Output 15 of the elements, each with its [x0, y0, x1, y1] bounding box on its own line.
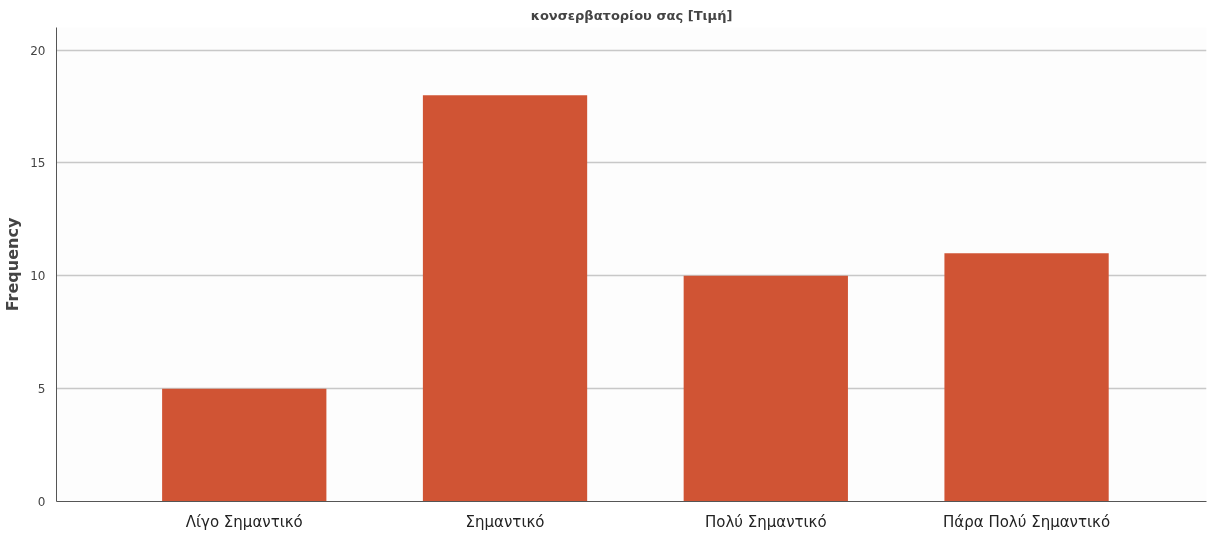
y-tick-label: 5 [37, 382, 46, 397]
y-tick-label: 10 [30, 269, 46, 284]
x-tick-label: Σημαντικό [465, 512, 545, 531]
x-tick-label: Πολύ Σημαντικό [704, 512, 827, 531]
x-tick-label: Πάρα Πολύ Σημαντικό [943, 512, 1111, 531]
bar [162, 388, 327, 502]
chart-title: κονσερβατορίου σας [Τιμή] [530, 7, 733, 23]
y-tick-label: 0 [37, 495, 46, 509]
x-tick-label: Λίγο Σημαντικό [185, 512, 303, 531]
bar [422, 95, 588, 502]
y-axis-title: Frequency [3, 217, 23, 312]
bar [683, 275, 848, 502]
bar [944, 253, 1109, 502]
y-tick-label: 20 [30, 43, 46, 58]
y-tick-label: 15 [30, 156, 46, 171]
